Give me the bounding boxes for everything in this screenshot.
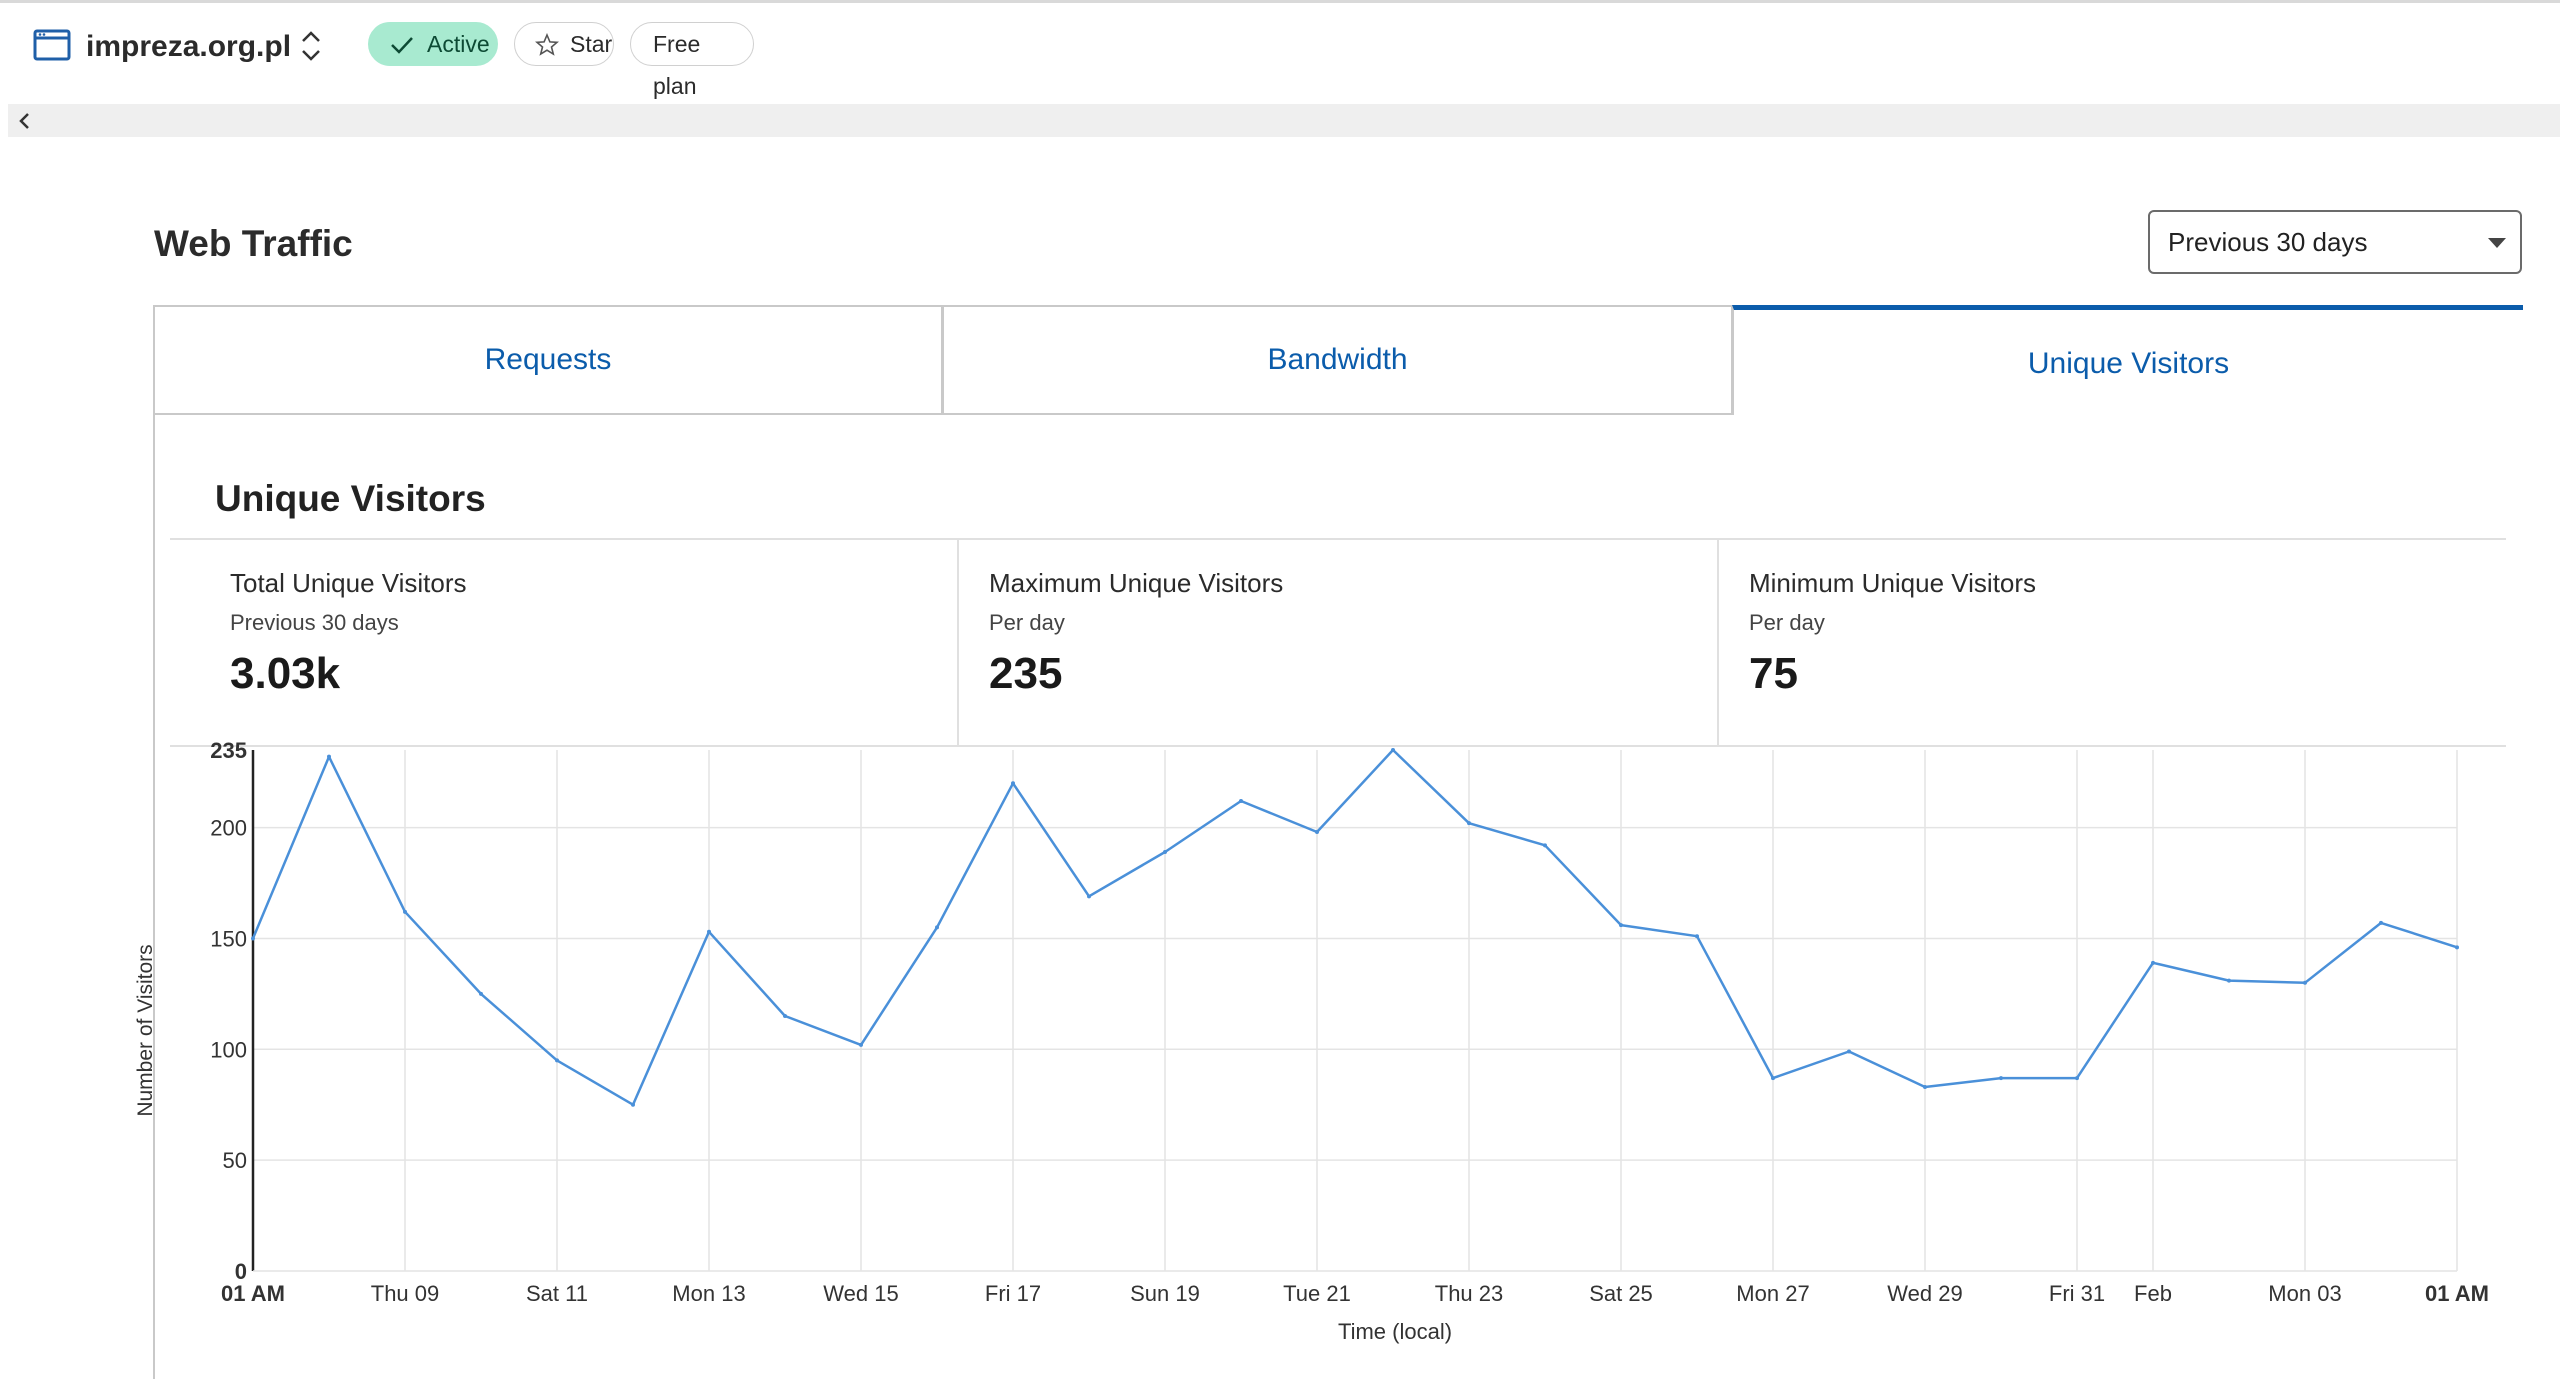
data-point — [2379, 920, 2383, 925]
data-point — [1087, 894, 1091, 899]
stat-max-visitors: Maximum Unique Visitors Per day 235 — [989, 566, 1283, 700]
visitors-series-line — [251, 748, 2458, 1106]
y-tick-label: 100 — [210, 1037, 247, 1062]
data-point — [1619, 923, 1623, 928]
unique-visitors-chart: 0 50 100 150 200 235 01 AM Thu 09 Sat 11 Mon 13 We… — [134, 740, 2489, 1344]
stat-label: Minimum Unique Visitors — [1749, 568, 2037, 598]
browser-window-icon — [33, 29, 71, 61]
page-title: Web Traffic — [154, 223, 353, 264]
checkmark-icon — [391, 37, 413, 54]
data-point — [2455, 945, 2459, 950]
x-tick-label: Feb — [2134, 1281, 2172, 1306]
data-point — [1467, 821, 1471, 826]
stats-divider-top — [170, 538, 2506, 540]
data-point — [935, 925, 939, 930]
data-point — [2075, 1076, 2079, 1081]
site-header: impreza.org.pl Active Star Free plan — [0, 3, 2560, 99]
data-point — [1011, 781, 1015, 786]
data-point — [707, 929, 711, 934]
data-point — [1923, 1084, 1927, 1089]
x-tick-label: Mon 13 — [672, 1281, 745, 1306]
stat-value: 3.03k — [230, 649, 341, 698]
y-axis-label: Number of Visitors — [134, 944, 157, 1116]
x-tick-label: Wed 15 — [823, 1281, 898, 1306]
data-point — [327, 754, 331, 759]
x-tick-label: Sat 11 — [526, 1281, 588, 1306]
y-tick-label: 0 — [235, 1259, 247, 1284]
traffic-panel — [153, 305, 2523, 1379]
x-tick-label: Sun 19 — [1130, 1281, 1200, 1306]
site-name[interactable]: impreza.org.pl — [86, 30, 292, 63]
x-tick-label: 01 AM — [2425, 1281, 2489, 1306]
stat-sublabel: Per day — [989, 610, 1065, 635]
stat-value: 75 — [1749, 649, 1798, 698]
top-border — [0, 0, 2560, 3]
stats-divider — [957, 540, 959, 745]
dropdown-caret-icon — [2488, 238, 2506, 248]
y-tick-label: 150 — [210, 926, 247, 951]
stat-sublabel: Previous 30 days — [230, 610, 399, 635]
x-tick-label: Wed 29 — [1887, 1281, 1962, 1306]
plan-badge[interactable]: Free plan — [630, 22, 754, 99]
status-label: Active — [427, 31, 490, 57]
unique-visitors-title: Unique Visitors — [215, 478, 486, 519]
time-range-select[interactable]: Previous 30 days — [2148, 210, 2522, 274]
data-point — [631, 1102, 635, 1107]
x-tick-label: Sat 25 — [1589, 1281, 1653, 1306]
x-tick-label: Fri 17 — [985, 1281, 1041, 1306]
data-point — [1239, 798, 1243, 803]
y-tick-label: 200 — [210, 816, 247, 841]
plan-label: Free plan — [653, 31, 701, 99]
data-point — [1163, 849, 1167, 854]
data-point — [555, 1058, 559, 1063]
data-point — [783, 1014, 787, 1019]
x-tick-label: Thu 09 — [371, 1281, 440, 1306]
data-point — [1771, 1076, 1775, 1081]
tab-unique-visitors[interactable]: Unique Visitors — [1732, 305, 2523, 415]
tab-requests[interactable]: Requests — [153, 305, 943, 415]
y-tick-label: 235 — [210, 740, 247, 763]
data-point — [1847, 1049, 1851, 1054]
x-tick-label: Tue 21 — [1283, 1281, 1351, 1306]
chevron-left-icon[interactable] — [14, 110, 36, 132]
star-button[interactable]: Star — [514, 22, 614, 66]
stats-divider — [1717, 540, 1719, 745]
tab-bandwidth[interactable]: Bandwidth — [942, 305, 1733, 415]
x-tick-label: Thu 23 — [1435, 1281, 1504, 1306]
data-point — [1695, 934, 1699, 939]
x-tick-label: Fri 31 — [2049, 1281, 2105, 1306]
x-tick-label: Mon 27 — [1736, 1281, 1809, 1306]
time-range-value: Previous 30 days — [2168, 227, 2368, 257]
stat-label: Total Unique Visitors — [230, 568, 467, 598]
data-point — [2227, 978, 2231, 983]
star-icon — [535, 33, 559, 56]
stat-min-visitors: Minimum Unique Visitors Per day 75 — [1749, 566, 2036, 700]
stat-total-visitors: Total Unique Visitors Previous 30 days 3… — [230, 566, 467, 700]
data-point — [2151, 960, 2155, 965]
y-tick-label: 50 — [223, 1148, 247, 1173]
stat-label: Maximum Unique Visitors — [989, 568, 1284, 598]
status-badge: Active — [368, 22, 498, 66]
switch-site-icon[interactable] — [296, 27, 326, 65]
data-point — [1315, 830, 1319, 835]
x-tick-label: Mon 03 — [2268, 1281, 2341, 1306]
star-label: Star — [570, 31, 613, 57]
data-point — [1543, 843, 1547, 848]
stat-sublabel: Per day — [1749, 610, 1825, 635]
data-point — [251, 936, 255, 941]
x-tick-label: 01 AM — [221, 1281, 285, 1306]
stat-value: 235 — [989, 649, 1063, 698]
data-point — [2303, 980, 2307, 985]
data-point — [1391, 748, 1395, 752]
data-point — [479, 991, 483, 996]
x-axis-label: Time (local) — [1338, 1319, 1452, 1344]
data-point — [403, 909, 407, 914]
data-point — [1999, 1076, 2003, 1081]
sidebar-collapse-bar[interactable] — [8, 104, 2560, 137]
data-point — [859, 1042, 863, 1047]
stats-divider-bottom — [170, 745, 2506, 747]
